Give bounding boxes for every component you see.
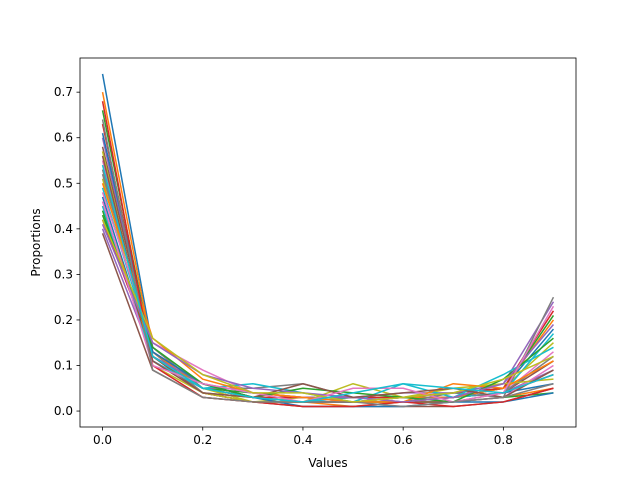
x-tick-label: 0.2 xyxy=(193,433,212,447)
plot-frame xyxy=(79,57,577,428)
y-tick-label: 0.3 xyxy=(54,267,73,281)
series-line-30 xyxy=(101,164,554,403)
y-axis-label: Proportions xyxy=(29,208,43,276)
x-tick-label: 0.8 xyxy=(494,433,513,447)
x-tick-label: 0.6 xyxy=(394,433,413,447)
y-tick-label: 0.4 xyxy=(54,222,73,236)
x-axis: 0.0 0.2 0.4 0.6 0.8 xyxy=(93,427,513,447)
y-tick-label: 0.7 xyxy=(54,85,73,99)
y-tick-label: 0.5 xyxy=(54,176,73,190)
x-tick-label: 0.4 xyxy=(293,433,312,447)
series-line-24 xyxy=(101,101,554,408)
y-axis: 0.0 0.1 0.2 0.3 0.4 0.5 0.6 0.7 xyxy=(54,85,80,418)
y-tick-label: 0.2 xyxy=(54,313,73,327)
y-tick-label: 0.0 xyxy=(54,404,73,418)
x-axis-label: Values xyxy=(308,456,347,470)
y-tick-label: 0.6 xyxy=(54,131,73,145)
series-layer xyxy=(101,73,555,408)
series-line-28 xyxy=(101,119,554,408)
y-tick-label: 0.1 xyxy=(54,359,73,373)
series-line-26 xyxy=(101,155,554,399)
series-line-27 xyxy=(101,201,555,403)
x-tick-label: 0.0 xyxy=(93,433,112,447)
